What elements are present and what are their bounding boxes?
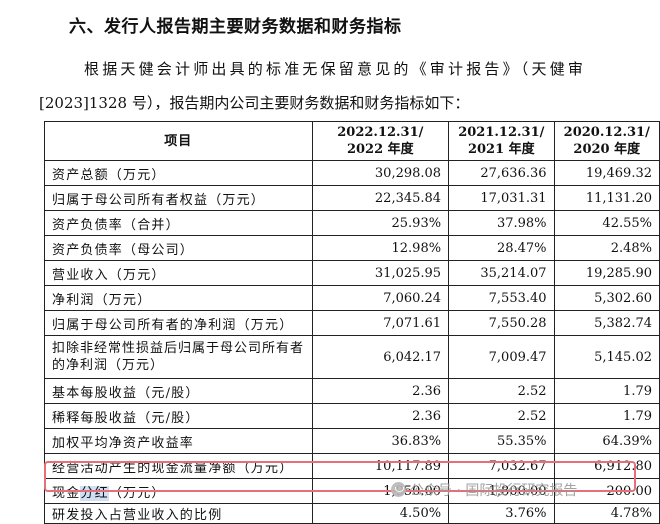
- row-label: 资产负债率（母公司）: [44, 235, 313, 261]
- watermark: 公众号 · 国际投行研究报告: [391, 480, 577, 500]
- value-2020: 1.79: [553, 378, 660, 404]
- row-label: 扣除非经常性损益后归属于母公司所有者的净利润（万元）: [44, 335, 313, 379]
- row-label: 现金分红（万元）: [44, 478, 313, 504]
- value-2022: 30,298.08: [311, 160, 450, 186]
- value-2020: 5,382.74: [553, 310, 660, 336]
- selected-text[interactable]: 分红: [80, 485, 109, 501]
- value-2020: 19,285.90: [553, 260, 660, 286]
- value-2020: 11,131.20: [553, 185, 660, 211]
- value-2020: 5,145.02: [553, 335, 660, 379]
- row-label: 净利润（万元）: [44, 285, 313, 311]
- value-2021: 2.52: [448, 403, 555, 429]
- table-row: 研发投入占营业收入的比例 4.50% 3.76% 4.78%: [44, 503, 660, 524]
- value-2020: 64.39%: [553, 428, 660, 454]
- table-row: 经营活动产生的现金流量净额（万元） 10,117.89 7,032.67 6,9…: [44, 453, 660, 479]
- row-label: 稀释每股收益（元/股）: [44, 403, 313, 429]
- value-2021: 3.76%: [448, 503, 555, 524]
- value-2022: 7,060.24: [311, 285, 450, 311]
- intro-text-line-1: 根据天健会计师出具的标准无保留意见的《审计报告》（天健审: [84, 60, 587, 78]
- value-2022: 2.36: [311, 378, 450, 404]
- value-2022: 31,025.95: [311, 260, 450, 286]
- table-row: 资产负债率（合并） 25.93% 37.98% 42.55%: [44, 210, 660, 236]
- value-2020: 19,469.32: [553, 160, 660, 186]
- table-row: 资产负债率（母公司） 12.98% 28.47% 2.48%: [44, 235, 660, 261]
- table-row: 营业收入（万元） 31,025.95 35,214.07 19,285.90: [44, 260, 660, 286]
- value-2020: 6,912.80: [553, 453, 660, 479]
- row-label: 经营活动产生的现金流量净额（万元）: [44, 453, 313, 479]
- row-label: 归属于母公司所有者的净利润（万元）: [44, 310, 313, 336]
- value-2022: 6,042.17: [311, 335, 450, 379]
- row-label: 基本每股收益（元/股）: [44, 378, 313, 404]
- row-label: 营业收入（万元）: [44, 260, 313, 286]
- header-2020: 2020.12.31/2020 年度: [553, 121, 660, 161]
- row-label: 研发投入占营业收入的比例: [44, 503, 313, 524]
- value-2022: 12.98%: [311, 235, 450, 261]
- value-2022: 22,345.84: [311, 185, 450, 211]
- row-label-part: （万元）: [108, 485, 166, 501]
- value-2021: 2.52: [448, 378, 555, 404]
- row-label: 归属于母公司所有者权益（万元）: [44, 185, 313, 211]
- table-row: 资产总额（万元） 30,298.08 27,636.36 19,469.32: [44, 160, 660, 186]
- table-row: 扣除非经常性损益后归属于母公司所有者的净利润（万元） 6,042.17 7,00…: [44, 335, 660, 379]
- value-2020: 1.79: [553, 403, 660, 429]
- table-row: 加权平均净资产收益率 36.83% 55.35% 64.39%: [44, 428, 660, 454]
- value-2021: 27,636.36: [448, 160, 555, 186]
- header-2022: 2022.12.31/2022 年度: [311, 121, 450, 161]
- value-2022: 10,117.89: [311, 453, 450, 479]
- value-2021: 7,550.28: [448, 310, 555, 336]
- value-2020: 42.55%: [553, 210, 660, 236]
- intro-text-line-2: [2023]1328 号），报告期内公司主要财务数据和财务指标如下：: [39, 94, 470, 112]
- value-2021: 28.47%: [448, 235, 555, 261]
- value-2020: 4.78%: [553, 503, 660, 524]
- table-row: 基本每股收益（元/股） 2.36 2.52 1.79: [44, 378, 660, 404]
- row-label-part: 现金: [52, 485, 81, 501]
- value-2021: 7,553.40: [448, 285, 555, 311]
- table-row: 稀释每股收益（元/股） 2.36 2.52 1.79: [44, 403, 660, 429]
- value-2021: 35,214.07: [448, 260, 555, 286]
- value-2020: 5,302.60: [553, 285, 660, 311]
- header-2021: 2021.12.31/2021 年度: [448, 121, 555, 161]
- section-title: 六、发行人报告期主要财务数据和财务指标: [69, 17, 402, 37]
- financial-data-table: 项目 2022.12.31/2022 年度 2021.12.31/2021 年度…: [44, 121, 660, 524]
- value-2021: 37.98%: [448, 210, 555, 236]
- watermark-text: 公众号 · 国际投行研究报告: [410, 483, 578, 499]
- table-row: 归属于母公司所有者权益（万元） 22,345.84 17,031.31 11,1…: [44, 185, 660, 211]
- value-2020: 2.48%: [553, 235, 660, 261]
- value-2022: 2.36: [311, 403, 450, 429]
- table-row: 净利润（万元） 7,060.24 7,553.40 5,302.60: [44, 285, 660, 311]
- value-2022: 4.50%: [311, 503, 450, 524]
- row-label: 加权平均净资产收益率: [44, 428, 313, 454]
- table-row: 归属于母公司所有者的净利润（万元） 7,071.61 7,550.28 5,38…: [44, 310, 660, 336]
- value-2022: 36.83%: [311, 428, 450, 454]
- row-label: 资产负债率（合并）: [44, 210, 313, 236]
- value-2021: 7,009.47: [448, 335, 555, 379]
- wechat-icon: [391, 482, 406, 497]
- value-2021: 55.35%: [448, 428, 555, 454]
- header-item: 项目: [44, 121, 313, 161]
- value-2021: 7,032.67: [448, 453, 555, 479]
- value-2021: 17,031.31: [448, 185, 555, 211]
- value-2022: 7,071.61: [311, 310, 450, 336]
- table-header-row: 项目 2022.12.31/2022 年度 2021.12.31/2021 年度…: [44, 121, 660, 161]
- value-2022: 25.93%: [311, 210, 450, 236]
- row-label: 资产总额（万元）: [44, 160, 313, 186]
